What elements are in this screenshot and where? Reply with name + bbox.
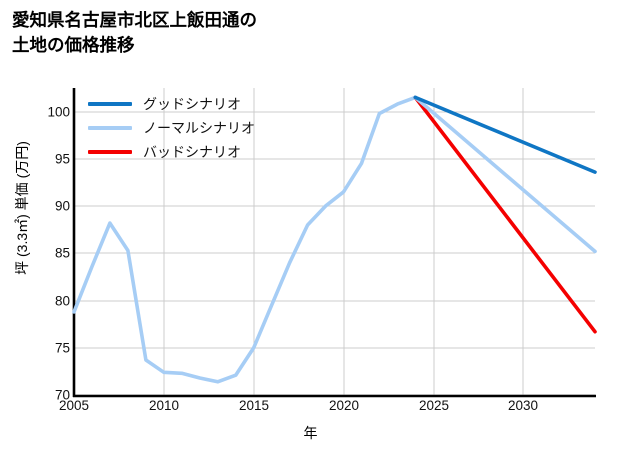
series-normal-scenario-line xyxy=(413,95,597,254)
chart-legend: グッドシナリオ ノーマルシナリオ バッドシナリオ xyxy=(88,92,298,164)
legend-item-good-scenario: グッドシナリオ xyxy=(88,92,298,116)
legend-label-normal-scenario: ノーマルシナリオ xyxy=(143,120,255,136)
y-axis-ticks: 100 95 90 85 80 75 70 xyxy=(28,0,70,465)
y-tick-90: 90 xyxy=(54,198,70,214)
y-tick-70: 70 xyxy=(54,387,70,403)
x-tick-2020: 2020 xyxy=(328,398,360,413)
y-tick-100: 100 xyxy=(47,104,70,120)
legend-label-good-scenario: グッドシナリオ xyxy=(143,96,241,112)
page-title-line-2: 土地の価格推移 xyxy=(12,34,135,55)
y-tick-95: 95 xyxy=(54,151,70,167)
series-history-line xyxy=(72,95,418,384)
series-bad-scenario-line xyxy=(413,95,597,334)
legend-swatch-normal-scenario xyxy=(88,126,132,130)
x-axis-title: 年 xyxy=(303,425,318,441)
x-tick-2010: 2010 xyxy=(148,398,180,413)
axis-spines xyxy=(72,88,596,398)
y-axis-title: 坪 (3.3㎡) 単価 (万円) xyxy=(14,141,30,275)
legend-swatch-good-scenario xyxy=(88,102,132,106)
legend-label-bad-scenario: バッドシナリオ xyxy=(143,144,241,160)
x-tick-2015: 2015 xyxy=(238,398,270,413)
x-tick-2025: 2025 xyxy=(418,398,450,413)
legend-swatch-bad-scenario xyxy=(88,150,132,154)
y-tick-80: 80 xyxy=(54,293,70,309)
x-tick-2030: 2030 xyxy=(507,398,539,413)
legend-item-normal-scenario: ノーマルシナリオ xyxy=(88,116,298,140)
series-good-scenario-line xyxy=(413,95,597,174)
y-tick-85: 85 xyxy=(54,245,70,261)
y-tick-75: 75 xyxy=(54,340,70,356)
x-tick-2005: 2005 xyxy=(58,398,90,413)
page-title-line-1: 愛知県名古屋市北区上飯田通の xyxy=(12,10,257,30)
legend-item-bad-scenario: バッドシナリオ xyxy=(88,140,298,164)
page-title: 愛知県名古屋市北区上飯田通の 土地の価格推移 xyxy=(12,8,472,58)
